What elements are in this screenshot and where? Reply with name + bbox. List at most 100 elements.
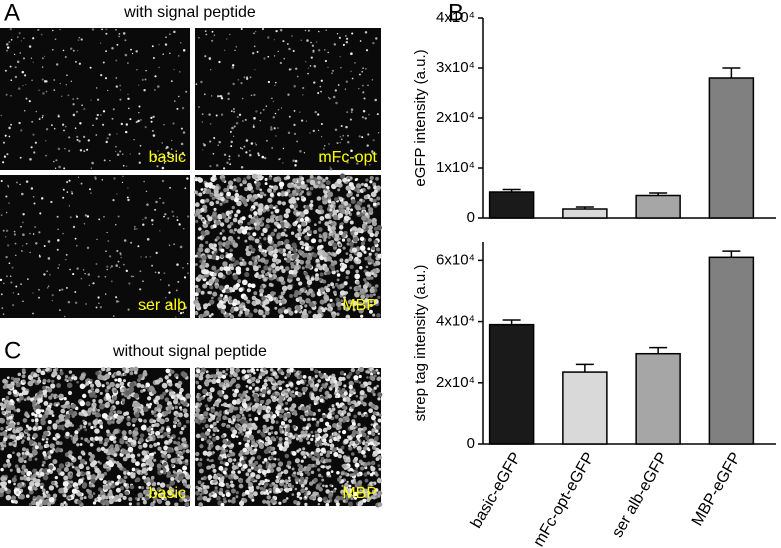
cell	[116, 85, 118, 87]
cell	[214, 401, 219, 406]
cell	[187, 263, 188, 264]
cell	[337, 278, 340, 281]
cell	[204, 55, 206, 57]
cell	[252, 174, 258, 180]
cell	[105, 77, 107, 79]
cell	[53, 425, 58, 430]
cell	[375, 425, 380, 430]
cell	[204, 490, 209, 495]
cell	[320, 300, 325, 305]
cell	[116, 44, 118, 46]
cell	[111, 47, 114, 50]
cell	[178, 412, 183, 417]
cell	[371, 376, 376, 381]
cell	[348, 502, 353, 507]
cell	[297, 76, 299, 78]
cell	[155, 395, 160, 400]
cell	[276, 467, 281, 472]
cell	[67, 383, 73, 389]
cell	[234, 193, 239, 198]
cell	[66, 254, 68, 256]
cell	[163, 216, 165, 218]
cell	[367, 204, 370, 207]
cell	[313, 314, 318, 319]
cell	[165, 43, 167, 45]
cell	[262, 470, 267, 475]
cell	[305, 430, 308, 433]
cell	[227, 426, 230, 429]
cell	[318, 265, 323, 270]
cell	[330, 282, 334, 286]
cell	[206, 370, 209, 373]
cell	[227, 271, 231, 275]
cell	[222, 214, 227, 219]
cell	[205, 431, 210, 436]
cell	[232, 389, 234, 391]
cell	[103, 442, 107, 446]
cell	[63, 167, 65, 169]
cell	[295, 68, 297, 70]
cell	[208, 279, 214, 285]
cell	[122, 430, 127, 435]
cell	[265, 178, 268, 181]
cell	[78, 478, 83, 483]
cell	[346, 41, 348, 43]
cell	[289, 68, 291, 70]
cell	[88, 495, 92, 499]
cell	[223, 471, 227, 475]
cell	[80, 401, 86, 407]
cell	[173, 31, 176, 34]
cell	[31, 187, 33, 189]
cell	[67, 94, 69, 96]
cell	[97, 447, 102, 452]
cell	[124, 239, 127, 242]
cell	[357, 447, 360, 450]
cell	[284, 213, 289, 218]
cell	[104, 374, 110, 380]
cell	[377, 296, 380, 299]
cell	[213, 153, 215, 155]
cell	[14, 233, 16, 235]
cell	[324, 293, 327, 296]
cell	[23, 38, 24, 39]
cell	[307, 285, 310, 288]
cell	[0, 468, 4, 472]
cell	[113, 453, 117, 457]
cell	[42, 66, 43, 67]
cell	[374, 99, 377, 102]
cell	[224, 456, 227, 459]
cell	[209, 315, 212, 318]
cell	[365, 414, 368, 417]
cell	[269, 484, 273, 488]
cell	[282, 40, 284, 42]
cell	[335, 183, 338, 186]
cell	[367, 133, 369, 135]
cell	[345, 417, 348, 420]
cell	[228, 158, 230, 160]
cell	[339, 37, 341, 39]
cell	[222, 229, 225, 232]
cell	[292, 190, 296, 194]
cell	[230, 210, 233, 213]
cell	[260, 120, 261, 121]
cell	[95, 498, 98, 501]
cell	[271, 419, 274, 422]
cell	[351, 452, 355, 456]
cell	[106, 430, 110, 434]
cell	[374, 387, 377, 390]
cell	[265, 310, 270, 315]
cell	[178, 422, 181, 425]
cell	[235, 384, 240, 389]
cell	[146, 191, 147, 192]
cell	[333, 210, 338, 215]
cell	[157, 408, 161, 412]
cell	[51, 380, 54, 383]
cell	[24, 398, 27, 401]
cell	[46, 491, 49, 494]
cell	[212, 469, 216, 473]
cell	[185, 459, 189, 463]
cell	[262, 461, 265, 464]
cell	[257, 379, 260, 382]
cell	[294, 133, 296, 135]
cell	[322, 485, 325, 488]
